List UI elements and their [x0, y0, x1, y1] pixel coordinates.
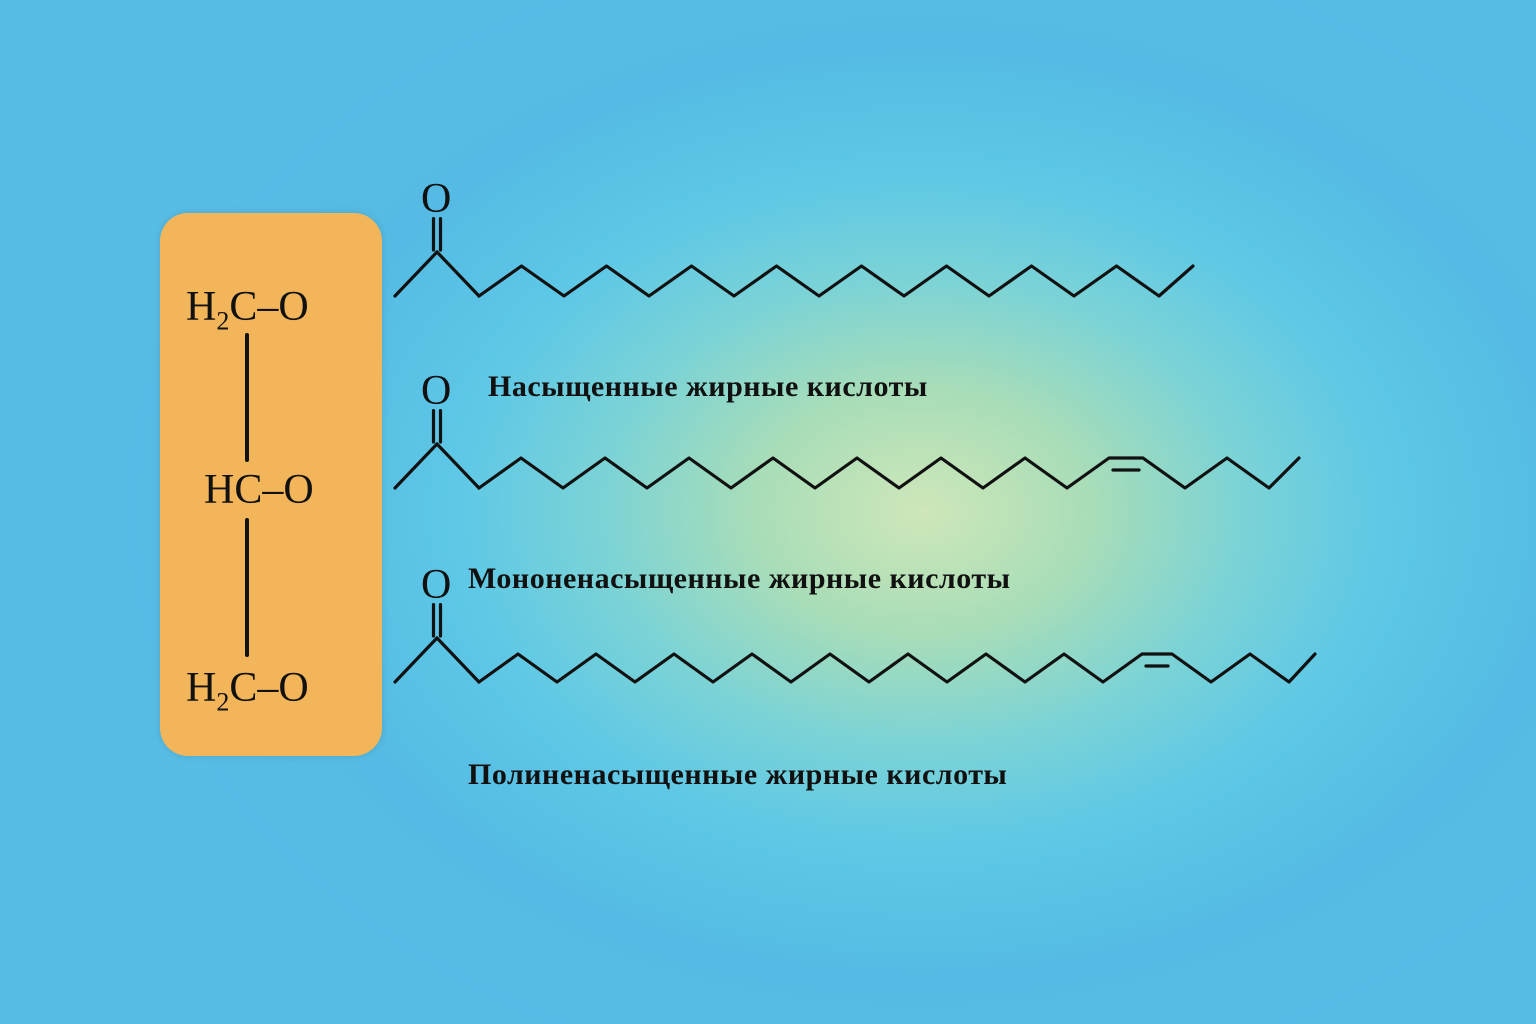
diagram-svg	[0, 0, 1536, 1024]
